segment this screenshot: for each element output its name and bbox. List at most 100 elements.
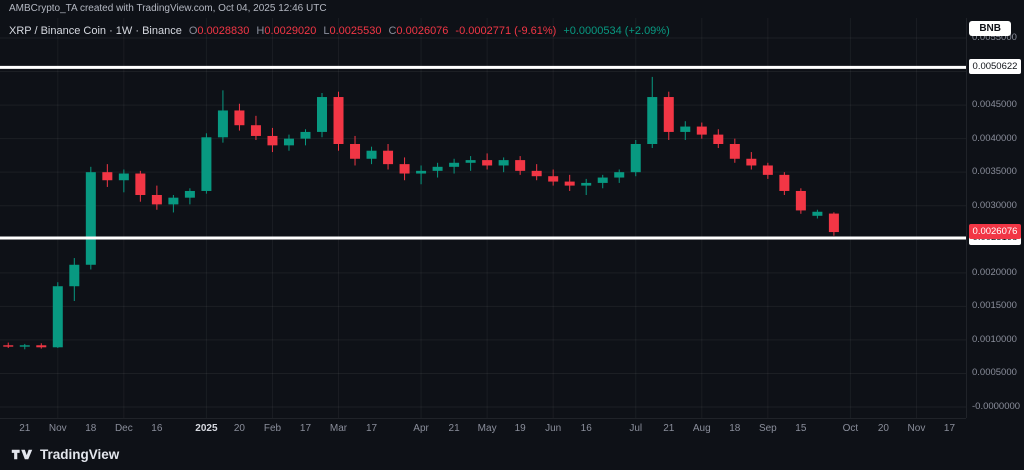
ohlc-values: O0.0028830 H0.0029020 L0.0025530 C0.0026076 [182, 25, 449, 37]
candle-body[interactable] [713, 134, 724, 145]
time-tick-label: Aug [692, 423, 711, 434]
price-tick-label: 0.0015000 [972, 300, 1017, 312]
time-tick-label: 17 [943, 423, 956, 434]
candle-body[interactable] [795, 190, 806, 211]
candlestick-chart[interactable] [0, 18, 966, 418]
candle-body[interactable] [696, 126, 707, 135]
candle-body[interactable] [234, 110, 245, 126]
candle-body[interactable] [151, 194, 162, 205]
ohlc-value: 0.0029020 [264, 25, 317, 37]
time-tick-label: Mar [329, 423, 348, 434]
time-tick-label: 19 [514, 423, 526, 434]
attribution-bar: AMBCrypto_TA created with TradingView.co… [9, 3, 327, 14]
candle-body[interactable] [647, 97, 658, 145]
candle-body[interactable] [762, 165, 773, 175]
candle-body[interactable] [168, 197, 179, 205]
candle-body[interactable] [515, 160, 526, 171]
candle-body[interactable] [52, 286, 63, 348]
candle-body[interactable] [416, 170, 427, 174]
candle-body[interactable] [564, 181, 575, 186]
candle-body[interactable] [597, 177, 608, 183]
time-tick-label: Sep [758, 423, 777, 434]
candle-body[interactable] [630, 144, 641, 173]
candle-body[interactable] [828, 213, 839, 233]
candle-body[interactable] [350, 144, 361, 159]
candle-body[interactable] [680, 126, 691, 132]
tradingview-logo-icon [11, 447, 33, 462]
candle-body[interactable] [482, 160, 493, 166]
time-tick-label: 2025 [195, 423, 218, 434]
time-tick-label: Feb [263, 423, 282, 434]
candle-body[interactable] [333, 97, 344, 145]
candle-body[interactable] [614, 172, 625, 178]
price-tick-label: 0.0030000 [972, 199, 1017, 211]
candle-body[interactable] [531, 170, 542, 177]
time-tick-label: Nov [907, 423, 926, 434]
candle-body[interactable] [317, 97, 327, 132]
ohlc-letter: H [256, 25, 265, 37]
price-tick-label: 0.0055000 [972, 32, 1017, 43]
time-tick-label: Jul [629, 423, 643, 434]
candle-body[interactable] [746, 158, 757, 166]
time-tick-label: Nov [48, 423, 67, 434]
price-axis[interactable]: 0.00550000.00500000.00450000.00400000.00… [966, 18, 1024, 418]
time-tick-label: 20 [877, 423, 889, 434]
candle-body[interactable] [85, 172, 96, 265]
candle-body[interactable] [283, 138, 294, 146]
candle-body[interactable] [581, 182, 592, 186]
candle-body[interactable] [267, 135, 278, 146]
candle-body[interactable] [663, 97, 674, 132]
time-tick-label: 21 [19, 423, 31, 434]
candle-body[interactable] [366, 150, 377, 159]
ohlc-value: 0.0026076 [396, 25, 449, 37]
time-axis[interactable]: 21 Nov 18 Dec 16 2025 20 Feb 17 Mar 17 Apr 21 May 19 Ju… [0, 418, 966, 438]
candle-body[interactable] [383, 150, 394, 165]
candle-body[interactable] [432, 166, 443, 171]
time-tick-label: 17 [365, 423, 378, 434]
candle-body[interactable] [217, 110, 228, 138]
time-tick-label: 21 [663, 423, 675, 434]
candle-body[interactable] [3, 345, 14, 347]
candle-body[interactable] [69, 264, 80, 287]
level-price-badge: 0.0050622 [969, 59, 1021, 75]
secondary-change-value: +0.0000534 (+2.09%) [563, 25, 670, 37]
time-tick-label: Oct [842, 423, 859, 434]
ohlc-value: 0.0028830 [197, 25, 250, 37]
candle-body[interactable] [449, 162, 460, 167]
candle-body[interactable] [399, 164, 410, 174]
candle-body[interactable] [102, 172, 113, 181]
candle-body[interactable] [19, 345, 30, 347]
candle-body[interactable] [118, 173, 129, 181]
time-tick-label: 16 [151, 423, 163, 434]
price-tick-label: 0.0040000 [972, 132, 1017, 144]
tradingview-logo[interactable]: TradingView [11, 447, 119, 462]
candle-body[interactable] [498, 160, 509, 166]
candle-body[interactable] [729, 144, 740, 159]
candle-body[interactable] [465, 160, 476, 163]
candle-body[interactable] [812, 211, 823, 216]
tradingview-wordmark: TradingView [40, 446, 120, 462]
symbol-title[interactable]: XRP / Binance Coin · 1W · Binance [9, 25, 182, 37]
price-tick-label: 0.0035000 [972, 166, 1017, 178]
time-tick-label: 18 [85, 423, 97, 434]
bottom-bar: TradingView [0, 438, 1024, 470]
candle-body[interactable] [36, 345, 47, 348]
time-tick-label: 17 [299, 423, 312, 434]
candle-body[interactable] [250, 125, 261, 136]
time-tick-label: Apr [413, 423, 429, 434]
currency-toggle-button[interactable]: BNB [969, 21, 1011, 36]
candle-body[interactable] [184, 190, 195, 198]
chart-area[interactable]: XRP / Binance Coin · 1W · Binance O0.0028… [0, 18, 966, 418]
time-tick-label: 20 [233, 423, 245, 434]
ohlc-letter: C [388, 25, 397, 37]
candle-body[interactable] [201, 137, 212, 191]
candle-body[interactable] [548, 176, 559, 182]
candle-body[interactable] [300, 131, 311, 139]
price-tick-label: 0.0005000 [972, 367, 1017, 379]
time-tick-label: May [477, 423, 497, 434]
candle-body[interactable] [135, 173, 146, 195]
candle-body[interactable] [779, 174, 790, 191]
price-tick-label: 0.0020000 [972, 266, 1017, 278]
ohlc-value: 0.0025530 [329, 25, 382, 37]
